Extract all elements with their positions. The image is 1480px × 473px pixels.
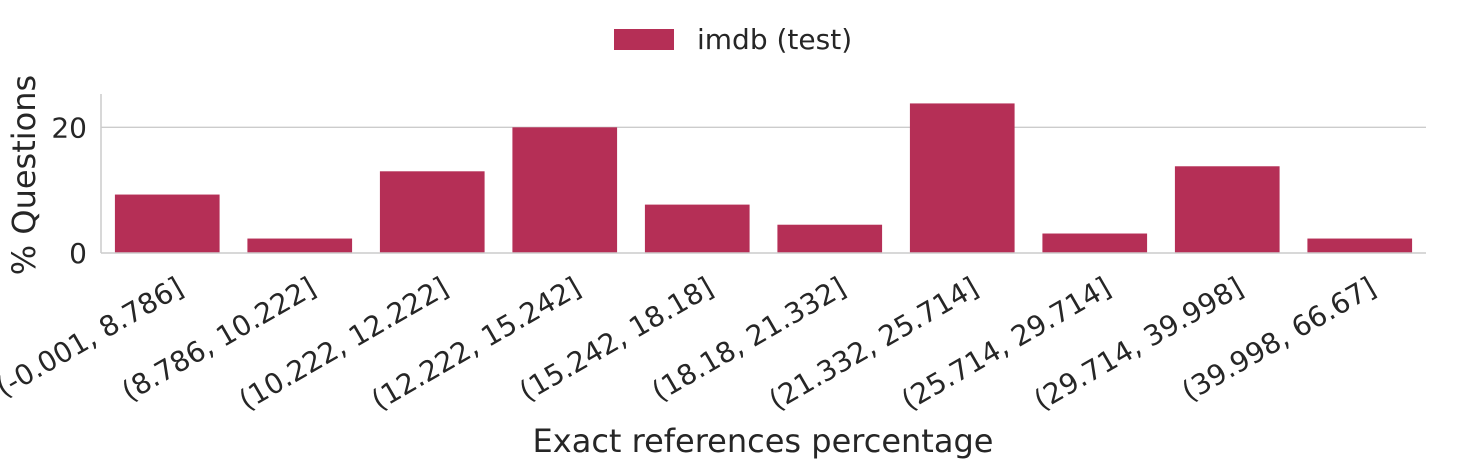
bar-1 bbox=[247, 238, 353, 253]
bar-5 bbox=[777, 224, 883, 253]
y-tick-label-0: 0 bbox=[69, 237, 87, 270]
y-tick-label-1: 20 bbox=[51, 111, 87, 144]
bar-7 bbox=[1042, 233, 1148, 253]
bar-9 bbox=[1307, 238, 1413, 253]
bar-6 bbox=[909, 103, 1015, 253]
bar-8 bbox=[1174, 166, 1280, 253]
axes bbox=[100, 94, 1426, 254]
bar-2 bbox=[379, 171, 485, 253]
bar-4 bbox=[644, 204, 750, 253]
legend-label: imdb (test) bbox=[697, 23, 852, 56]
y-axis-title: % Questions bbox=[5, 75, 43, 275]
bar-3 bbox=[512, 127, 618, 253]
x-axis-title: Exact references percentage bbox=[533, 422, 994, 460]
legend: imdb (test) bbox=[614, 23, 852, 56]
x-tick-labels: (-0.001, 8.786](8.786, 10.222](10.222, 1… bbox=[0, 270, 1381, 416]
y-tick-labels: 0 20 bbox=[51, 111, 87, 270]
bar-0 bbox=[114, 194, 220, 253]
legend-swatch bbox=[614, 29, 674, 50]
bars bbox=[114, 103, 1413, 253]
